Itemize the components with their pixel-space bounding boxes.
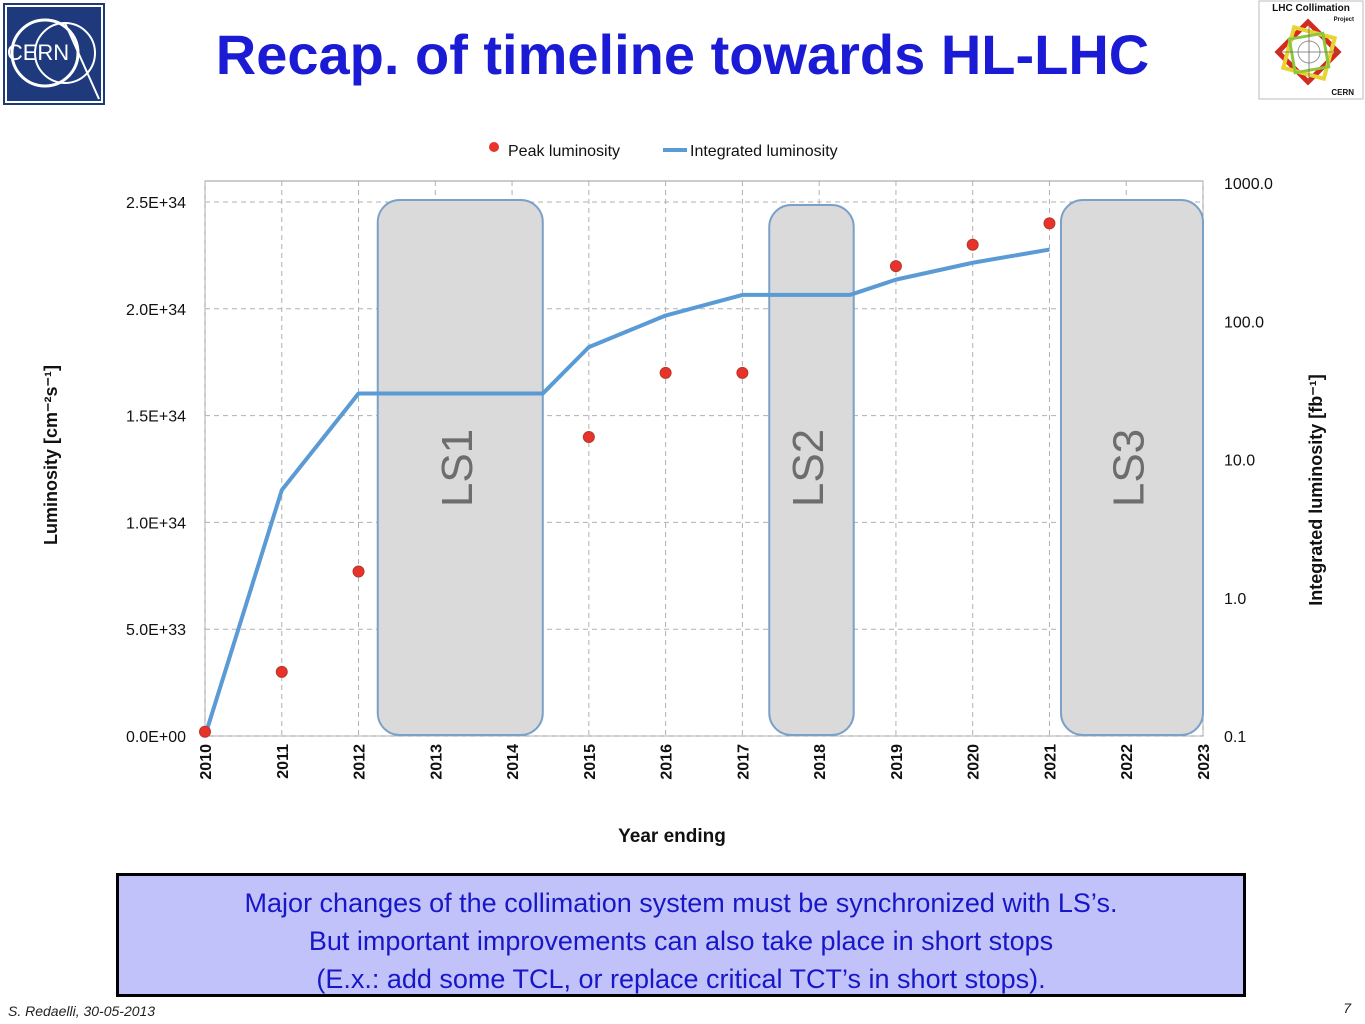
y-left-tick-label: 2.0E+34 — [126, 302, 186, 319]
y-left-tick-label: 1.0E+34 — [126, 515, 186, 532]
peak-luminosity-point — [199, 725, 211, 738]
shutdown-box-ls2 — [768, 204, 855, 736]
integrated-luminosity-line — [203, 247, 1050, 737]
x-axis-label: Year ending — [618, 826, 726, 847]
cern-logo: CERN — [3, 3, 105, 105]
y-right-tick-label: 100.0 — [1224, 314, 1264, 331]
peak-luminosity-point — [889, 260, 902, 273]
peak-luminosity-point — [736, 366, 749, 379]
y-right-tick-label: 0.1 — [1224, 729, 1246, 746]
shutdown-box-ls3 — [1059, 199, 1204, 736]
chart-legend: Peak luminosity Integrated luminosity — [489, 142, 838, 160]
note-line-1: Major changes of the collimation system … — [244, 888, 1118, 918]
slide-title: Recap. of timeline towards HL-LHC — [215, 23, 1150, 86]
cern-logo-text: CERN — [7, 40, 69, 65]
legend-label-integrated: Integrated luminosity — [690, 143, 838, 160]
y-left-tick-label: 0.0E+00 — [126, 729, 186, 746]
y-right-axis-label: Integrated luminosity [fb⁻¹] — [1306, 374, 1326, 606]
peak-luminosity-point — [352, 565, 365, 578]
y-right-tick-label: 1000.0 — [1224, 176, 1273, 193]
x-tick-label: 2019 — [889, 744, 906, 780]
y-right-axis-ticks: 0.1 1.0 10.0 100.0 1000.0 — [1224, 176, 1273, 746]
x-tick-label: 2023 — [1196, 744, 1213, 780]
x-tick-label: 2015 — [582, 744, 599, 780]
x-tick-label: 2020 — [966, 744, 983, 780]
note-line-2: But important improvements can also take… — [308, 926, 1054, 956]
logo-title-text: LHC Collimation — [1272, 3, 1350, 14]
note-box: Major changes of the collimation system … — [116, 873, 1246, 997]
page-number: 7 — [1343, 1000, 1351, 1016]
x-tick-label: 2022 — [1119, 744, 1136, 780]
footer-author: S. Redaelli, 30-05-2013 — [8, 1003, 156, 1019]
x-axis-ticks: 2010 2011 2012 2013 2014 2015 2016 2017 2018 2019… — [198, 744, 1213, 780]
y-left-axis-label: Luminosity [cm⁻²s⁻¹] — [41, 365, 61, 545]
shutdown-label-ls3: LS3 — [1105, 429, 1154, 507]
peak-luminosity-point — [966, 238, 979, 251]
shutdown-label-ls2: LS2 — [784, 429, 833, 507]
peak-luminosity-point — [582, 430, 595, 443]
shutdown-label-ls1: LS1 — [433, 429, 482, 507]
y-right-tick-label: 10.0 — [1224, 453, 1255, 470]
lhc-collimation-logo: LHC Collimation Project CERN — [1258, 0, 1364, 100]
x-tick-label: 2021 — [1042, 744, 1059, 780]
peak-luminosity-point — [659, 366, 672, 379]
plot-area — [204, 180, 1204, 737]
peak-luminosity-series — [199, 217, 1056, 738]
x-tick-label: 2014 — [505, 744, 522, 780]
logo-project-text: Project — [1334, 17, 1354, 23]
logo-cern-text: CERN — [1331, 88, 1354, 97]
y-left-axis-ticks: 0.0E+00 5.0E+33 1.0E+34 1.5E+34 2.0E+34 2.5E+… — [126, 195, 186, 746]
shutdown-box-ls1 — [376, 199, 544, 736]
peak-luminosity-point — [1043, 217, 1056, 230]
y-left-tick-label: 5.0E+33 — [126, 622, 186, 639]
legend-label-peak: Peak luminosity — [508, 143, 620, 160]
y-left-tick-label: 2.5E+34 — [126, 195, 186, 212]
peak-luminosity-point — [275, 665, 288, 678]
x-tick-label: 2010 — [198, 744, 215, 780]
note-line-3: (E.x.: add some TCL, or replace critical… — [316, 964, 1046, 994]
x-tick-label: 2016 — [659, 744, 676, 780]
x-tick-label: 2012 — [352, 744, 369, 780]
legend-marker-peak — [489, 142, 499, 152]
x-tick-label: 2017 — [735, 744, 752, 780]
x-tick-label: 2011 — [275, 744, 292, 779]
integrated-luminosity-series — [203, 247, 1050, 737]
x-tick-label: 2018 — [812, 744, 829, 780]
x-tick-label: 2013 — [428, 744, 445, 780]
y-left-tick-label: 1.5E+34 — [126, 409, 186, 426]
y-right-tick-label: 1.0 — [1224, 591, 1246, 608]
luminosity-chart: Peak luminosity Integrated luminosity LS… — [41, 142, 1326, 847]
shutdown-periods: LS1 LS2 LS3 — [376, 199, 1204, 736]
